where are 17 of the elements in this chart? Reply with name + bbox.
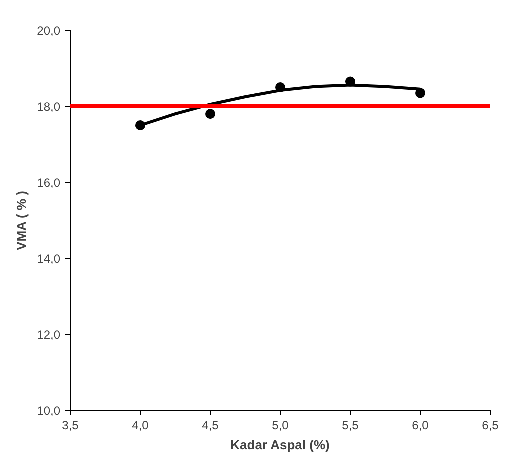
point [206, 109, 216, 120]
x-tick-label: 3,5 [62, 418, 80, 432]
x-tick-label: 4,5 [202, 418, 220, 432]
x-tick-label: 6,0 [412, 418, 430, 432]
y-axis-title: VMA ( % ) [14, 191, 30, 250]
y-tick-label: 18,0 [37, 100, 61, 114]
y-tick-label: 10,0 [37, 404, 61, 418]
x-tick-label: 5,5 [342, 418, 360, 432]
x-tick-label: 4,0 [132, 418, 150, 432]
y-tick-label: 12,0 [37, 328, 61, 342]
y-tick-label: 20,0 [37, 24, 61, 38]
y-tick-label: 16,0 [37, 176, 61, 190]
x-tick-label: 6,5 [482, 418, 500, 432]
y-tick-label: 14,0 [37, 252, 61, 266]
x-axis-title: Kadar Aspal (%) [230, 438, 330, 452]
point [416, 88, 426, 98]
x-tick-label: 5,0 [272, 418, 290, 432]
